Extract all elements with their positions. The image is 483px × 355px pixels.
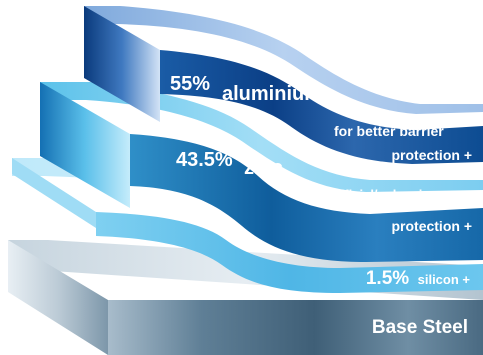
silicon-front: [96, 212, 483, 293]
zinc-layer: 43.5% zinc for sacrificial/galvanic prot…: [40, 82, 483, 262]
base-steel-front: [108, 300, 483, 355]
zinc-top: [40, 82, 483, 192]
zinc-desc-line1: for sacrificial/galvanic: [293, 187, 430, 202]
aluminium-desc-line1: for better barrier: [334, 123, 444, 139]
aluminium-front: [160, 50, 483, 164]
zinc-front: [130, 134, 483, 262]
aluminium-desc-line2: protection +: [391, 147, 472, 163]
aluminium-value-label: 55%: [170, 73, 210, 95]
silicon-label: 1.5% silicon +: [366, 268, 471, 289]
zinc-desc-line2: protection +: [391, 218, 472, 234]
zinc-label: 43.5% zinc for sacrificial/galvanic prot…: [176, 149, 472, 234]
zinc-side: [40, 82, 130, 208]
zinc-value-label: 43.5%: [176, 149, 233, 171]
base-steel-label: Base Steel: [372, 317, 468, 338]
base-steel-side: [8, 240, 108, 355]
aluminium-side: [84, 6, 160, 122]
silicon-side: [12, 158, 96, 228]
aluminium-label: 55% aluminium for better barrier protect…: [170, 73, 472, 163]
zinc-material-label: zinc: [244, 157, 283, 179]
aluminium-top: [84, 6, 483, 114]
aluminium-material-label: aluminium: [222, 83, 322, 105]
aluminium-layer: 55% aluminium for better barrier protect…: [84, 6, 483, 164]
